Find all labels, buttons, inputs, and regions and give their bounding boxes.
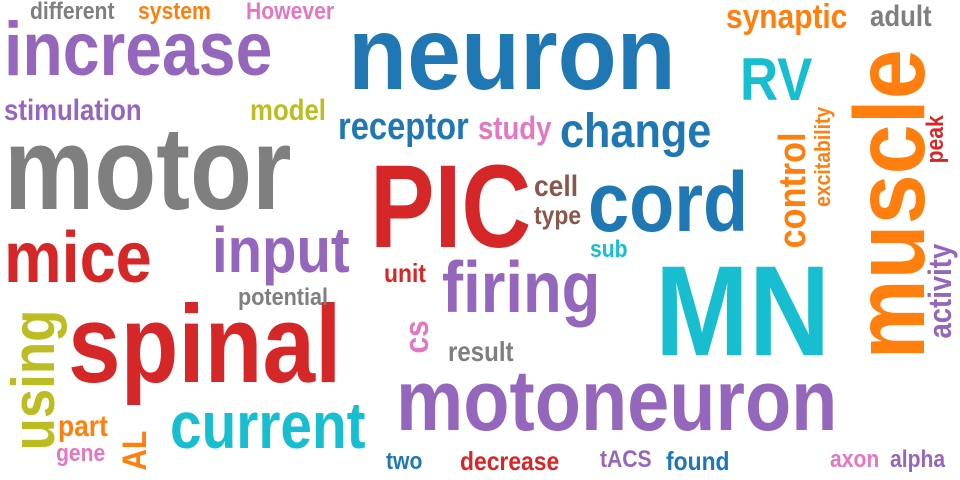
- word-rv: RV: [740, 46, 813, 113]
- word-model: model: [250, 94, 326, 127]
- word-mn: MN: [655, 240, 831, 383]
- word-tacs: tACS: [600, 446, 652, 473]
- word-al: AL: [116, 430, 154, 471]
- word-increase: increase: [4, 7, 273, 92]
- word-system: system: [138, 0, 211, 25]
- word-different: different: [30, 0, 115, 25]
- word-study: study: [478, 110, 552, 146]
- word-peak: peak: [922, 115, 949, 164]
- word-stimulation: stimulation: [4, 94, 142, 127]
- word-using: using: [0, 309, 67, 451]
- word-result: result: [448, 336, 514, 367]
- word-found: found: [666, 446, 730, 476]
- word-alpha: alpha: [890, 446, 946, 473]
- word-cord: cord: [588, 155, 749, 249]
- word-potential: potential: [238, 284, 328, 311]
- word-pic: PIC: [370, 141, 532, 273]
- word-input: input: [212, 214, 350, 286]
- word-mice: mice: [4, 218, 152, 298]
- word-firing: firing: [442, 248, 601, 328]
- word-two: two: [386, 448, 423, 475]
- word-cs: cs: [398, 320, 436, 354]
- word-spinal: spinal: [68, 283, 342, 406]
- word-activity: activity: [922, 243, 958, 339]
- word-control: control: [772, 132, 814, 249]
- word-axon: axon: [830, 446, 880, 473]
- word-synaptic: synaptic: [726, 0, 848, 36]
- word-gene: gene: [56, 440, 106, 467]
- word-however: However: [246, 0, 335, 25]
- word-change: change: [560, 105, 712, 158]
- word-cell: cell: [534, 170, 579, 203]
- word-type: type: [534, 200, 582, 230]
- word-current: current: [170, 388, 366, 462]
- word-excitability: excitability: [810, 106, 835, 207]
- word-sub: sub: [590, 236, 628, 263]
- word-part: part: [58, 410, 108, 443]
- word-motor: motor: [4, 103, 292, 235]
- word-neuron: neuron: [348, 0, 676, 112]
- word-motoneuron: motoneuron: [396, 353, 838, 449]
- word-adult: adult: [870, 0, 932, 33]
- word-receptor: receptor: [338, 106, 469, 148]
- word-decrease: decrease: [460, 446, 560, 476]
- word-unit: unit: [384, 258, 426, 288]
